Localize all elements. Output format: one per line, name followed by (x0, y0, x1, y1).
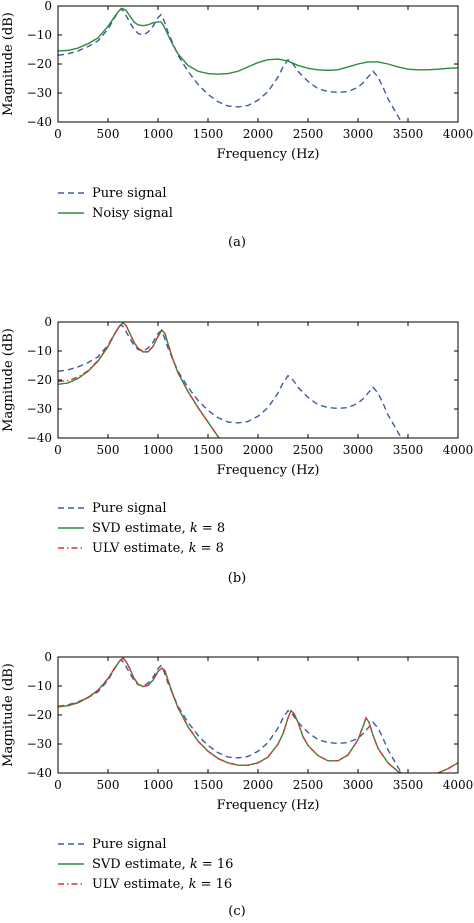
chart-2: 0 500 1000 1500 2000 2500 3000 3500 4000 0 −10 −20 −… (1, 315, 473, 586)
chart-2-x-axis-label: Frequency (Hz) (217, 463, 320, 478)
chart-3-y-tick-label: −40 (27, 766, 52, 780)
chart-3-y-axis-label: Magnitude (dB) (1, 663, 16, 767)
chart-3-x-tick-label: 4000 (443, 778, 474, 792)
chart-1-y-tick-label: −40 (27, 115, 52, 129)
chart-1-y-tick-label: −20 (27, 57, 52, 71)
chart-2-x-tick-label: 1500 (193, 443, 224, 457)
chart-2-y-tick-label: 0 (44, 315, 52, 329)
chart-3-x-tick-label: 3000 (343, 778, 374, 792)
chart-2-legend-label-ulv-estimate-k-8: ULV estimate, k = 8 (92, 541, 224, 556)
chart-3-x-tick-label: 1000 (143, 778, 174, 792)
chart-1: 0 500 1000 1500 2000 2500 3000 3500 4000 0 −10 −20 −… (1, 0, 473, 250)
chart-2-series-svd-estimate-k-8-line (58, 322, 220, 438)
chart-3-x-tick-label: 2000 (243, 778, 274, 792)
chart-1-x-tick-label: 0 (54, 127, 62, 141)
chart-1-x-tick-label: 500 (97, 127, 120, 141)
chart-2-series-ulv-estimate-k-8-line (58, 322, 220, 438)
chart-1-series-noisy-signal-line (58, 7, 458, 75)
chart-3-y-tick-label: −10 (27, 679, 52, 693)
chart-3-series-svd-estimate-k-16-line (58, 657, 458, 773)
chart-1-y-tick-label: 0 (44, 0, 52, 13)
chart-3-legend-label-ulv-estimate-k-16: ULV estimate, k = 16 (92, 877, 232, 892)
chart-3-x-tick-label: 500 (97, 778, 120, 792)
chart-1-x-tick-label: 3500 (393, 127, 424, 141)
chart-2-caption: (b) (228, 571, 246, 586)
chart-2-legend-label-pure-signal: Pure signal (92, 501, 167, 516)
chart-2-x-tick-label: 2000 (243, 443, 274, 457)
chart-3-x-tick-label: 2500 (293, 778, 324, 792)
chart-2-y-axis-label: Magnitude (dB) (1, 328, 16, 432)
chart-2-y-tick-label: −10 (27, 344, 52, 358)
chart-3-series-pure-signal-line (58, 658, 403, 773)
chart-1-x-tick-label: 4000 (443, 127, 474, 141)
chart-1-series-pure-signal-line (58, 7, 403, 122)
chart-3-y-tick-label: 0 (44, 650, 52, 664)
chart-1-caption: (a) (228, 235, 246, 250)
chart-3-plot-frame (57, 656, 459, 774)
chart-3-legend: Pure signal SVD estimate, k = 16 ULV estim… (58, 837, 233, 892)
chart-1-x-tick-label: 2500 (293, 127, 324, 141)
chart-2-legend: Pure signal SVD estimate, k = 8 ULV estima… (58, 501, 225, 556)
chart-1-y-tick-label: −30 (27, 86, 52, 100)
chart-2-legend-label-svd-estimate-k-8: SVD estimate, k = 8 (92, 521, 225, 536)
chart-3-y-tick-label: −30 (27, 737, 52, 751)
chart-3-x-tick-label: 1500 (193, 778, 224, 792)
chart-1-y-axis-label: Magnitude (dB) (1, 12, 16, 116)
chart-3: 0 500 1000 1500 2000 2500 3000 3500 4000 0 −10 −20 −… (1, 650, 473, 919)
chart-1-x-tick-label: 2000 (243, 127, 274, 141)
chart-2-x-tick-label: 2500 (293, 443, 324, 457)
chart-2-y-tick-label: −20 (27, 373, 52, 387)
chart-1-y-tick-label: −10 (27, 28, 52, 42)
chart-1-x-tick-label: 1500 (193, 127, 224, 141)
chart-2-x-tick-label: 0 (54, 443, 62, 457)
chart-3-legend-label-pure-signal: Pure signal (92, 837, 167, 852)
chart-2-x-tick-label: 3000 (343, 443, 374, 457)
chart-1-x-axis-label: Frequency (Hz) (217, 147, 320, 162)
chart-3-x-tick-label: 3500 (393, 778, 424, 792)
chart-2-x-tick-label: 3500 (393, 443, 424, 457)
chart-1-legend: Pure signal Noisy signal (58, 186, 173, 221)
chart-3-legend-label-svd-estimate-k-16: SVD estimate, k = 16 (92, 857, 233, 872)
chart-1-x-tick-label: 1000 (143, 127, 174, 141)
chart-3-x-tick-label: 0 (54, 778, 62, 792)
chart-3-caption: (c) (228, 904, 245, 919)
chart-1-legend-label-noisy-signal: Noisy signal (92, 206, 173, 221)
chart-2-x-tick-label: 1000 (143, 443, 174, 457)
chart-2-y-tick-label: −30 (27, 402, 52, 416)
chart-3-series-ulv-estimate-k-16-line (58, 657, 458, 773)
chart-2-x-tick-label: 4000 (443, 443, 474, 457)
chart-1-x-tick-label: 3000 (343, 127, 374, 141)
chart-1-legend-label-pure-signal: Pure signal (92, 186, 167, 201)
chart-3-x-axis-label: Frequency (Hz) (217, 798, 320, 813)
chart-1-plot-frame (57, 5, 459, 123)
chart-3-y-tick-label: −20 (27, 708, 52, 722)
chart-2-series-pure-signal-line (58, 323, 403, 438)
chart-2-x-tick-label: 500 (97, 443, 120, 457)
chart-2-plot-frame (57, 321, 459, 439)
chart-2-y-tick-label: −40 (27, 431, 52, 445)
